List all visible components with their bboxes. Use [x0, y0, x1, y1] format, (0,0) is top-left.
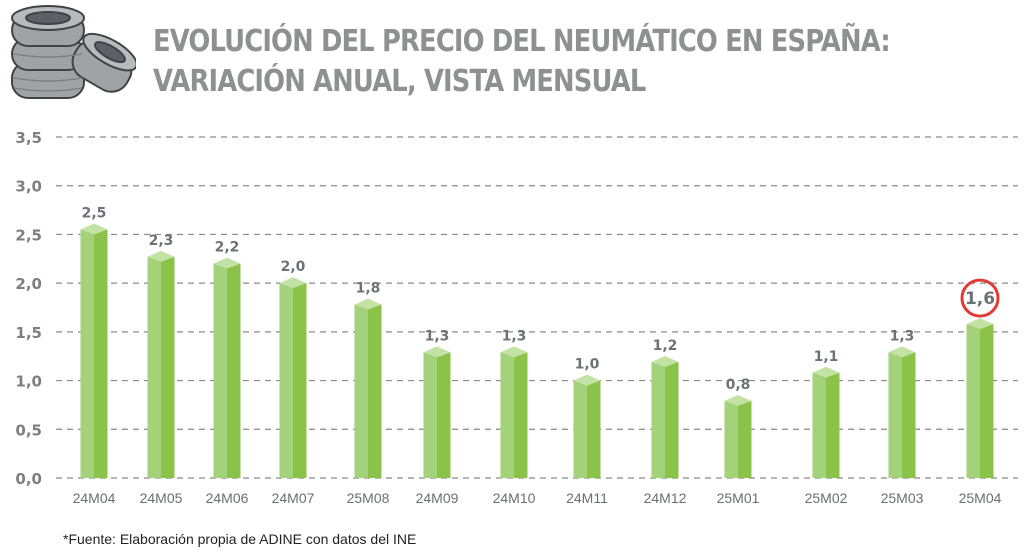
data-label: 0,8 [726, 377, 751, 393]
bar-face-right [514, 352, 528, 478]
data-label: 1,2 [653, 338, 678, 354]
bar-top [724, 395, 752, 407]
bar-face-right [94, 229, 108, 478]
title-line-1: EVOLUCIÓN DEL PRECIO DEL NEUMÁTICO EN ES… [153, 24, 891, 59]
bar [354, 298, 382, 478]
data-labels: 2,5 2,3 2,2 2,0 1,8 1,3 1,3 1,0 1,2 0,8 1,1 1,3 1,6 [82, 206, 1000, 393]
bar-top [888, 346, 916, 358]
bar [888, 346, 916, 478]
data-label: 2,3 [149, 233, 174, 249]
bar-top [573, 374, 601, 386]
bar [966, 318, 994, 478]
bar-face-left [651, 362, 665, 478]
bar-top [966, 318, 994, 330]
title-line-2: VARIACIÓN ANUAL, VISTA MENSUAL [153, 64, 646, 99]
bar [80, 223, 108, 478]
bar [812, 366, 840, 478]
x-tick-label: 24M04 [73, 490, 116, 506]
bar [213, 257, 241, 478]
bar-face-right [227, 263, 241, 478]
data-label: 2,5 [82, 206, 107, 222]
data-label: 1,1 [814, 349, 839, 365]
x-tick-label: 24M05 [140, 490, 183, 506]
y-tick-label: 3,0 [15, 178, 42, 196]
bar-top [500, 346, 528, 358]
x-tick-label: 25M03 [881, 490, 924, 506]
source-note: *Fuente: Elaboración propia de ADINE con… [63, 531, 417, 547]
data-label: 1,0 [575, 357, 600, 373]
x-tick-label: 24M07 [272, 490, 315, 506]
bar-face-right [437, 352, 451, 478]
bar-face-left [213, 263, 227, 478]
x-tick-label: 25M01 [717, 490, 760, 506]
bar-top [80, 223, 108, 235]
bar [423, 346, 451, 478]
y-axis-ticks: 0,0 0,5 1,0 1,5 2,0 2,5 3,0 3,5 [15, 129, 42, 488]
bar-face-right [587, 380, 601, 478]
data-label: 1,6 [965, 289, 995, 309]
data-label: 2,0 [281, 259, 306, 275]
bar-top [279, 277, 307, 289]
data-label: 1,3 [502, 328, 527, 344]
x-tick-label: 24M11 [566, 490, 608, 506]
bar-face-left [80, 229, 94, 478]
x-tick-label: 25M04 [959, 490, 1002, 506]
x-tick-label: 25M02 [805, 490, 848, 506]
y-tick-label: 1,0 [15, 373, 42, 391]
bar [573, 374, 601, 478]
bar-face-left [812, 372, 826, 478]
x-tick-label: 24M09 [416, 490, 459, 506]
data-label: 1,3 [890, 328, 915, 344]
bar-face-right [293, 283, 307, 478]
bar-face-left [888, 352, 902, 478]
y-tick-label: 0,0 [15, 470, 42, 488]
bar-face-right [980, 324, 994, 478]
bar-face-left [724, 401, 738, 478]
y-tick-label: 0,5 [15, 421, 42, 439]
bar-face-left [279, 283, 293, 478]
x-axis-ticks: 24M04 24M05 24M06 24M07 25M08 24M09 24M10 24M11… [73, 490, 1002, 506]
bar [724, 395, 752, 478]
y-tick-label: 3,5 [15, 129, 42, 147]
tire-stack-icon [6, 2, 138, 107]
bar-face-left [573, 380, 587, 478]
x-tick-label: 24M10 [493, 490, 536, 506]
gridlines [56, 136, 1018, 479]
bar-face-right [368, 304, 382, 478]
bar-face-left [354, 304, 368, 478]
bar-top [812, 366, 840, 378]
bar-face-left [147, 256, 161, 478]
bars [80, 223, 994, 478]
bar-top [147, 250, 175, 262]
bar-face-right [738, 401, 752, 478]
bar [651, 356, 679, 478]
bar-face-right [826, 372, 840, 478]
bar-top [423, 346, 451, 358]
bar-face-left [500, 352, 514, 478]
data-label: 1,8 [356, 281, 381, 297]
bar [147, 250, 175, 478]
bar-top [354, 298, 382, 310]
bar [279, 277, 307, 478]
y-tick-label: 2,5 [15, 226, 42, 244]
y-tick-label: 2,0 [15, 275, 42, 293]
x-tick-label: 25M08 [347, 490, 390, 506]
chart-title: EVOLUCIÓN DEL PRECIO DEL NEUMÁTICO EN ES… [153, 22, 891, 102]
bar-top [213, 257, 241, 269]
bar-face-left [966, 324, 980, 478]
bar-face-right [665, 362, 679, 478]
x-tick-label: 24M06 [206, 490, 249, 506]
bar-face-left [423, 352, 437, 478]
bar-top [651, 356, 679, 368]
data-label: 1,3 [425, 328, 450, 344]
bar-face-right [902, 352, 916, 478]
highlight-circle [960, 278, 1000, 318]
x-tick-label: 24M12 [644, 490, 687, 506]
y-tick-label: 1,5 [15, 324, 42, 342]
data-label: 2,2 [215, 240, 240, 256]
bar [500, 346, 528, 478]
bar-face-right [161, 256, 175, 478]
